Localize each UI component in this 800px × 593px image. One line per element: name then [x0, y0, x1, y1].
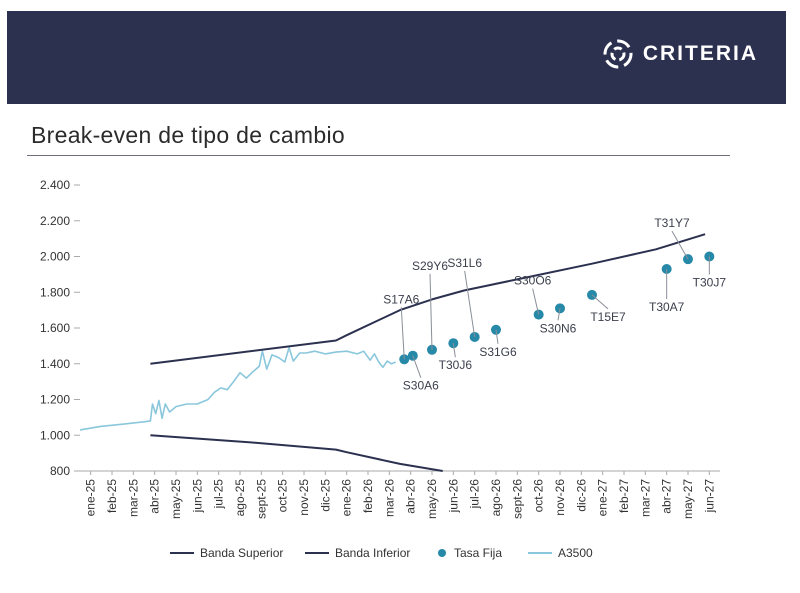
y-tick-label: 800 [50, 464, 70, 478]
y-tick-label: 1.000 [40, 428, 70, 442]
legend-item-tasa-fija: Tasa Fija [438, 546, 502, 560]
tasa-fija-label: T30J7 [693, 276, 727, 290]
x-tick-label: nov-25 [297, 479, 311, 516]
annotations: S17A6 S30A6 S29Y6 T30J6 S31L6 S31G6 S30O6 S30N6… [383, 216, 726, 393]
legend-item-banda-inferior: Banda Inferior [305, 546, 410, 560]
annotation-leader [464, 270, 476, 338]
x-tick-label: mar-25 [126, 479, 140, 517]
x-tick-label: jun-25 [190, 479, 204, 514]
page-title: Break-even de tipo de cambio [31, 122, 345, 148]
legend-swatch-line [305, 552, 329, 554]
tasa-fija-label: S31G6 [479, 345, 517, 359]
x-tick-label: sept-26 [510, 479, 524, 519]
series-layer [79, 233, 715, 472]
annotation-leader [591, 294, 609, 310]
x-tick-label: jun-26 [446, 479, 460, 514]
tasa-fija-label: T30J6 [439, 358, 473, 372]
y-tick-label: 2.000 [40, 250, 70, 264]
y-tick-label: 1.400 [40, 357, 70, 371]
tasa-fija-label: T15E7 [590, 310, 626, 324]
tasa-fija-label: S30A6 [403, 379, 439, 393]
x-tick-label: mar-27 [638, 479, 652, 517]
series-banda-inferior-line [150, 434, 443, 472]
annotation-leader [671, 230, 689, 260]
x-tick-label: feb-25 [105, 479, 119, 513]
series-banda-superior-line [150, 233, 706, 365]
annotation-leader [495, 329, 499, 344]
tasa-fija-label: S29Y6 [412, 259, 448, 273]
annotation-leader [532, 288, 540, 315]
y-tick-label: 2.400 [40, 178, 70, 192]
brand-logo: CRITERIA [601, 37, 758, 71]
y-tick-label: 1.800 [40, 285, 70, 299]
x-tick-label: oct-26 [532, 479, 546, 513]
x-tick-label: dic-25 [318, 479, 332, 512]
legend-swatch-line [170, 552, 194, 554]
x-tick-label: jul-26 [468, 479, 482, 510]
tasa-fija-label: T30A7 [649, 300, 685, 314]
legend-label: Banda Superior [200, 546, 284, 560]
legend-swatch-dot [438, 549, 446, 557]
y-tick-label: 2.200 [40, 214, 70, 228]
x-tick-label: may-26 [425, 479, 439, 519]
x-axis: ene-25 feb-25 mar-25 abr-25 may-25 jun-25 jul-… [80, 470, 720, 519]
x-tick-label: ene-26 [340, 479, 354, 517]
x-tick-label: jul-25 [212, 479, 226, 510]
y-tick-label: 1.200 [40, 393, 70, 407]
criteria-swirl-icon [603, 39, 633, 69]
x-tick-label: ago-25 [233, 479, 247, 517]
series-a3500-line [79, 346, 397, 431]
legend-item-a3500: A3500 [528, 546, 593, 560]
x-tick-label: sept-25 [254, 479, 268, 519]
annotation-leader [400, 307, 405, 360]
brand-name: CRITERIA [642, 42, 758, 65]
annotation-leader [429, 273, 433, 350]
x-tick-label: oct-25 [276, 479, 290, 513]
x-tick-label: abr-27 [660, 479, 674, 514]
annotation-leader [452, 343, 456, 358]
x-tick-label: ene-25 [84, 479, 98, 517]
x-tick-label: feb-27 [617, 479, 631, 513]
x-tick-label: ago-26 [489, 479, 503, 517]
tasa-fija-label: T31Y7 [654, 216, 690, 230]
tasa-fija-label: S30N6 [540, 321, 577, 335]
tasa-fija-point [407, 350, 418, 361]
legend-swatch-line [528, 552, 552, 554]
header-banner: CRITERIA [7, 11, 786, 104]
x-tick-label: mar-26 [382, 479, 396, 517]
y-axis: 800 1.000 1.200 1.400 1.600 1.800 2.000 2.200 2.… [40, 178, 80, 478]
legend-label: Tasa Fija [454, 546, 503, 560]
break-even-chart: 800 1.000 1.200 1.400 1.600 1.800 2.000 2.200 2.… [40, 178, 726, 519]
legend-item-banda-superior: Banda Superior [170, 546, 283, 560]
x-tick-label: abr-26 [404, 479, 418, 514]
tasa-fija-label: S31L6 [447, 256, 482, 270]
legend-label: Banda Inferior [335, 546, 411, 560]
annotation-leader [557, 308, 561, 321]
x-tick-label: feb-26 [361, 479, 375, 513]
x-tick-label: jun-27 [702, 479, 716, 514]
x-tick-label: dic-26 [574, 479, 588, 512]
x-tick-label: may-25 [169, 479, 183, 519]
title-divider [27, 155, 730, 156]
tasa-fija-label: S30O6 [514, 274, 552, 288]
annotation-leader [412, 355, 422, 378]
x-tick-label: may-27 [681, 479, 695, 519]
tasa-fija-label: S17A6 [383, 292, 419, 306]
legend-label: A3500 [558, 546, 593, 560]
x-tick-label: ene-27 [596, 479, 610, 517]
y-tick-label: 1.600 [40, 321, 70, 335]
x-tick-label: nov-26 [553, 479, 567, 516]
x-tick-label: abr-25 [148, 479, 162, 514]
